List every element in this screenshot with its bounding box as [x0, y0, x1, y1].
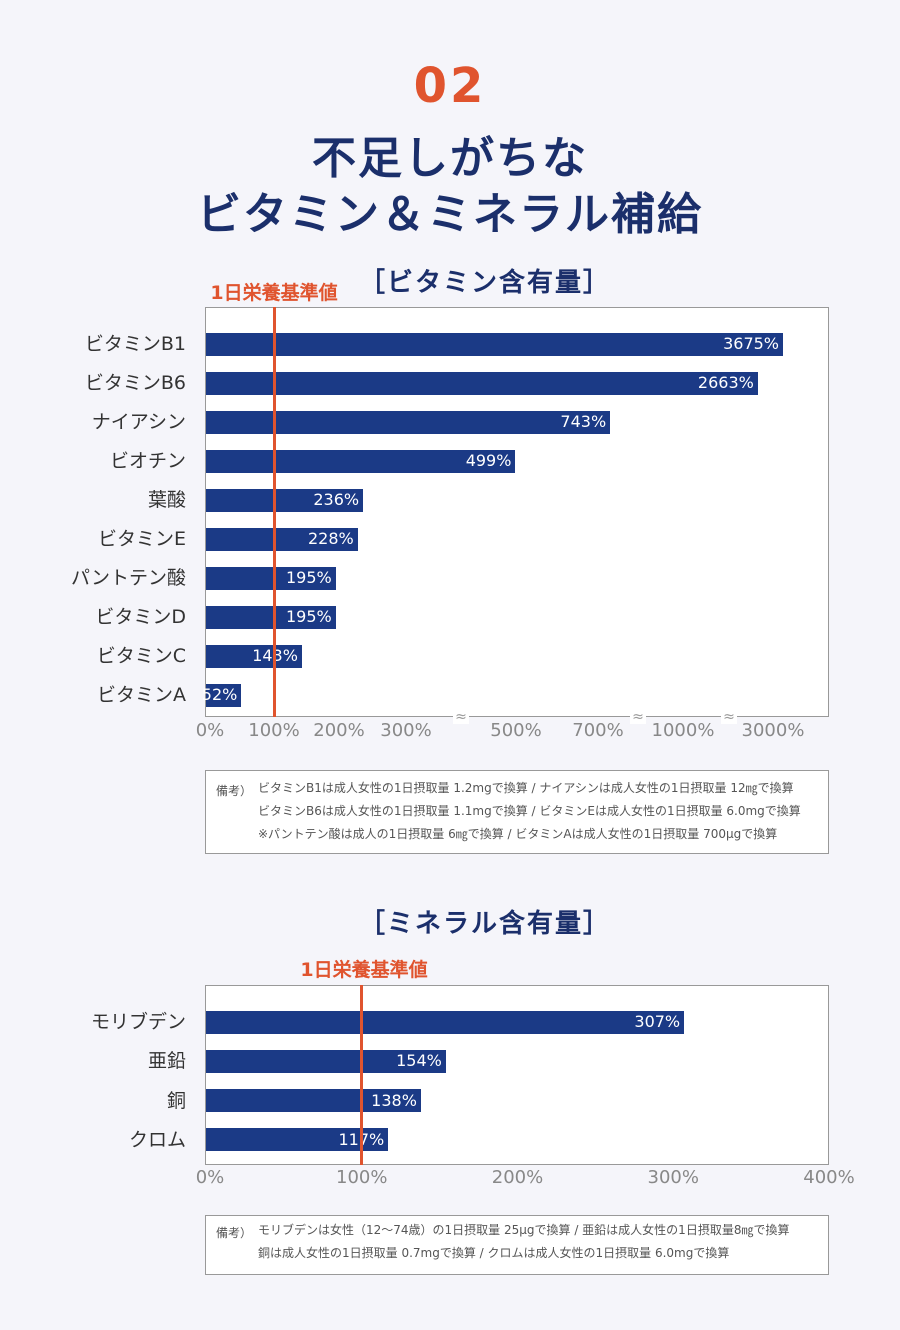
- bar: [206, 1049, 446, 1073]
- bar: [206, 449, 516, 473]
- axis-break-mark: ≈: [630, 710, 646, 724]
- mineral-note-line: 銅は成人女性の1日摂取量 0.7mgで換算 / クロムは成人女性の1日摂取量 6…: [258, 1246, 730, 1260]
- bar: [206, 332, 783, 356]
- bar: [206, 644, 302, 668]
- axis-break-mark: ≈: [453, 710, 469, 724]
- x-tick-label: 200%: [491, 1167, 544, 1188]
- category-label: ビタミンE: [97, 528, 186, 550]
- bar: [206, 1128, 389, 1152]
- axis-break-mark: ≈: [721, 710, 737, 724]
- category-label: ビタミンC: [96, 645, 186, 667]
- category-label: ビタミンB6: [84, 372, 186, 394]
- bar: [206, 566, 336, 590]
- data-label: 195%: [286, 568, 332, 587]
- data-label: 138%: [371, 1090, 417, 1110]
- mineral-chart-title: ［ミネラル含有量］: [358, 909, 611, 939]
- category-label: クロム: [128, 1128, 186, 1151]
- bar: [206, 605, 336, 629]
- vitamin-note-head: 備考）: [216, 784, 253, 798]
- data-label: 143%: [172, 644, 298, 668]
- category-label: ビオチン: [109, 450, 186, 472]
- vitamin-notes-box: 備考） ビタミンB1は成人女性の1日摂取量 1.2mgで換算 / ナイアシンは成…: [205, 770, 829, 854]
- vitamin-note-line: ビタミンB6は成人女性の1日摂取量 1.1mgで換算 / ビタミンEは成人女性の…: [258, 804, 801, 818]
- data-label: 3675%: [723, 334, 779, 353]
- x-tick-label: 100%: [336, 1167, 388, 1188]
- data-label: 228%: [308, 529, 354, 548]
- x-tick-label: 100%: [248, 720, 300, 741]
- x-tick-label: 300%: [380, 720, 432, 741]
- x-tick-label: 300%: [647, 1167, 699, 1188]
- x-tick-label: 200%: [313, 720, 365, 741]
- data-label: 154%: [396, 1051, 442, 1071]
- bar: [206, 1010, 685, 1034]
- page-title-line2: ビタミン＆ミネラル補給: [197, 189, 703, 240]
- x-tick-label: 0%: [195, 720, 225, 741]
- bar: [206, 410, 611, 434]
- data-label: 499%: [465, 451, 512, 470]
- mineral-reference-label: 1日栄養基準値: [300, 959, 428, 981]
- bar: [206, 371, 758, 395]
- reference-line: [272, 307, 276, 717]
- category-label: 葉酸: [147, 489, 186, 511]
- x-tick-label: 0%: [195, 1167, 225, 1188]
- data-label: 2663%: [697, 373, 754, 392]
- bar: [206, 527, 358, 551]
- vitamin-chart-title: ［ビタミン含有量］: [358, 268, 611, 298]
- category-label: ビタミンB1: [84, 333, 186, 355]
- category-label: ビタミンA: [97, 684, 186, 706]
- vitamin-reference-label: 1日栄養基準値: [210, 282, 338, 304]
- page-title-line1: 不足しがちな: [312, 133, 588, 184]
- category-label: モリブデン: [90, 1011, 186, 1033]
- x-tick-label: 400%: [803, 1167, 855, 1188]
- bar: [206, 683, 242, 707]
- x-tick-label: 3000%: [741, 720, 805, 741]
- vitamin-note-line: ビタミンB1は成人女性の1日摂取量 1.2mgで換算 / ナイアシンは成人女性の…: [258, 781, 794, 795]
- category-label: 亜鉛: [147, 1050, 186, 1073]
- reference-line: [360, 985, 364, 1165]
- data-label: 307%: [634, 1012, 681, 1031]
- data-label: 743%: [560, 412, 607, 431]
- vitamin-note-line: ※パントテン酸は成人の1日摂取量 6㎎で換算 / ビタミンAは成人女性の1日摂取…: [258, 827, 778, 841]
- section-number: 02: [413, 58, 487, 114]
- mineral-notes-box: 備考） モリブデンは女性（12〜74歳）の1日摂取量 25μgで換算 / 亜鉛は…: [205, 1215, 829, 1275]
- data-label: 195%: [286, 607, 332, 626]
- x-tick-label: 700%: [572, 720, 624, 741]
- category-label: パントテン酸: [71, 567, 186, 589]
- category-label: 銅: [166, 1089, 186, 1112]
- data-label: 117%: [258, 1128, 384, 1152]
- x-tick-label: 500%: [490, 720, 542, 741]
- category-label: ビタミンD: [95, 606, 186, 628]
- x-tick-label: 1000%: [651, 720, 715, 741]
- data-label: 52%: [201, 685, 238, 704]
- bar: [206, 1089, 421, 1113]
- bar: [206, 488, 364, 512]
- data-label: 236%: [313, 490, 360, 509]
- category-label: ナイアシン: [91, 411, 186, 433]
- mineral-note-line: モリブデンは女性（12〜74歳）の1日摂取量 25μgで換算 / 亜鉛は成人女性…: [258, 1223, 790, 1237]
- mineral-note-head: 備考）: [216, 1226, 253, 1240]
